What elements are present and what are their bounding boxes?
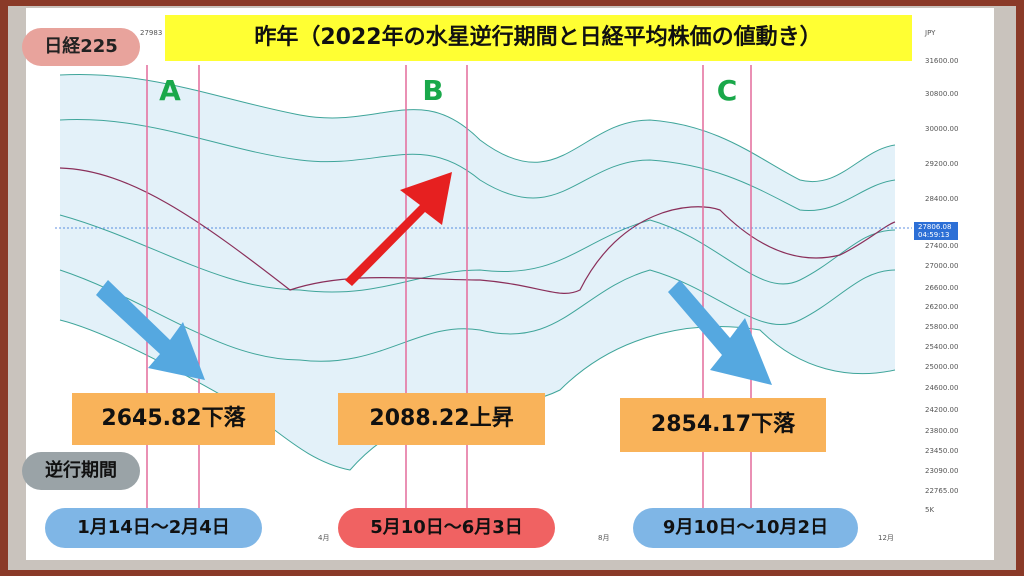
change-text: 2645.82下落: [101, 406, 246, 431]
price-label: 25400.00: [925, 343, 958, 351]
date-pill: [633, 508, 858, 548]
countdown: 04:59:13: [918, 231, 949, 239]
price-label: 23090.00: [925, 467, 958, 475]
price-label: 22765.00: [925, 487, 958, 495]
price-label: 29200.00: [925, 160, 958, 168]
down-arrow: [668, 280, 772, 385]
month-label: 8月: [598, 534, 609, 542]
badge: [22, 28, 140, 66]
period-letter: C: [717, 74, 738, 107]
price-label: 26600.00: [925, 284, 958, 292]
price-label: 31600.00: [925, 57, 958, 65]
title-box: [165, 15, 912, 61]
price-label: 24200.00: [925, 406, 958, 414]
date-text: 9月10日～10月2日: [663, 517, 828, 538]
change-text: 2854.17下落: [651, 412, 796, 437]
current-price: 27806.08: [918, 223, 951, 231]
price-label: 25000.00: [925, 363, 958, 371]
price-label: 28400.00: [925, 195, 958, 203]
period-badge: [22, 452, 140, 490]
change-box: [620, 398, 826, 452]
price-label: 23450.00: [925, 447, 958, 455]
period-letter: A: [159, 74, 181, 107]
volume-label: 5K: [925, 506, 934, 514]
price-label: 30000.00: [925, 125, 958, 133]
middle-band: [59, 167, 896, 294]
price-label: 25800.00: [925, 323, 958, 331]
price-label: 26200.00: [925, 303, 958, 311]
date-pill: [338, 508, 555, 548]
price-label: 23800.00: [925, 427, 958, 435]
band-area: [60, 74, 895, 470]
date-pill: [45, 508, 262, 548]
date-text: 1月14日～2月4日: [77, 517, 230, 538]
change-text: 2088.22上昇: [369, 406, 513, 431]
down-arrow: [96, 280, 205, 380]
currency: JPY: [924, 29, 936, 37]
period-label: 逆行期間: [45, 459, 117, 481]
date-text: 5月10日～6月3日: [370, 517, 523, 538]
price-label: 27400.00: [925, 242, 958, 250]
price-label: 30800.00: [925, 90, 958, 98]
title: 昨年（2022年の水星逆行期間と日経平均株価の値動き）: [254, 24, 821, 50]
price-label: 24600.00: [925, 384, 958, 392]
change-box: [338, 393, 545, 445]
badge-text: 日経225: [44, 35, 118, 57]
change-box: [72, 393, 275, 445]
period-letter: B: [422, 74, 443, 107]
month-label: 12月: [878, 534, 894, 542]
current-price-box: [914, 222, 958, 240]
price-label: 27000.00: [925, 262, 958, 270]
up-arrow: [345, 172, 452, 286]
top-left-value: 27983: [140, 29, 162, 37]
month-label: 4月: [318, 534, 329, 542]
